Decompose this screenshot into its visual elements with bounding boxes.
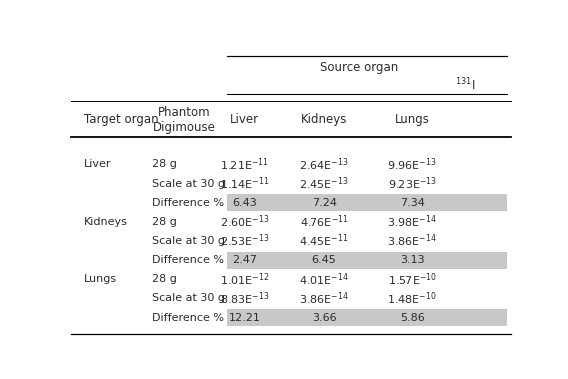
Text: 3.86E$^{-14}$: 3.86E$^{-14}$ <box>387 233 437 249</box>
Text: 1.48E$^{-10}$: 1.48E$^{-10}$ <box>387 290 437 307</box>
Text: 6.43: 6.43 <box>232 198 257 208</box>
Text: Phantom
Digimouse: Phantom Digimouse <box>152 106 215 134</box>
Text: Liver: Liver <box>230 113 260 127</box>
Text: Difference %: Difference % <box>152 255 224 265</box>
Text: Liver: Liver <box>84 160 112 169</box>
Text: Difference %: Difference % <box>152 313 224 323</box>
Bar <box>227 194 507 211</box>
Text: 5.86: 5.86 <box>400 313 424 323</box>
Text: 4.76E$^{-11}$: 4.76E$^{-11}$ <box>300 214 349 230</box>
Text: Lungs: Lungs <box>84 274 118 284</box>
Text: Scale at 30 g: Scale at 30 g <box>152 293 225 304</box>
Text: 1.14E$^{-11}$: 1.14E$^{-11}$ <box>220 175 270 192</box>
Text: 1.01E$^{-12}$: 1.01E$^{-12}$ <box>220 271 270 288</box>
Bar <box>227 309 507 326</box>
Text: 4.01E$^{-14}$: 4.01E$^{-14}$ <box>299 271 349 288</box>
Text: Scale at 30 g: Scale at 30 g <box>152 236 225 246</box>
Text: 12.21: 12.21 <box>229 313 261 323</box>
Text: 28 g: 28 g <box>152 274 177 284</box>
Text: 8.83E$^{-13}$: 8.83E$^{-13}$ <box>220 290 270 307</box>
Text: 1.21E$^{-11}$: 1.21E$^{-11}$ <box>220 156 269 173</box>
Text: Target organ: Target organ <box>84 113 159 127</box>
Text: 2.64E$^{-13}$: 2.64E$^{-13}$ <box>299 156 349 173</box>
Text: 6.45: 6.45 <box>312 255 336 265</box>
Text: 7.34: 7.34 <box>400 198 425 208</box>
Text: 2.53E$^{-13}$: 2.53E$^{-13}$ <box>220 233 270 249</box>
Text: 4.45E$^{-11}$: 4.45E$^{-11}$ <box>299 233 349 249</box>
Text: 28 g: 28 g <box>152 160 177 169</box>
Text: Kidneys: Kidneys <box>301 113 347 127</box>
Text: 28 g: 28 g <box>152 217 177 227</box>
Text: 3.13: 3.13 <box>400 255 424 265</box>
Text: Source organ: Source organ <box>320 61 399 74</box>
Text: 3.86E$^{-14}$: 3.86E$^{-14}$ <box>299 290 349 307</box>
Bar <box>227 252 507 269</box>
Text: 9.23E$^{-13}$: 9.23E$^{-13}$ <box>387 175 437 192</box>
Text: 3.66: 3.66 <box>312 313 336 323</box>
Text: 9.96E$^{-13}$: 9.96E$^{-13}$ <box>387 156 437 173</box>
Text: 1.57E$^{-10}$: 1.57E$^{-10}$ <box>387 271 437 288</box>
Text: 3.98E$^{-14}$: 3.98E$^{-14}$ <box>387 214 437 230</box>
Text: 2.60E$^{-13}$: 2.60E$^{-13}$ <box>220 214 270 230</box>
Text: 2.45E$^{-13}$: 2.45E$^{-13}$ <box>299 175 349 192</box>
Text: 7.24: 7.24 <box>312 198 337 208</box>
Text: 2.47: 2.47 <box>232 255 257 265</box>
Text: Lungs: Lungs <box>395 113 429 127</box>
Text: Difference %: Difference % <box>152 198 224 208</box>
Text: Kidneys: Kidneys <box>84 217 128 227</box>
Text: $^{131}$I: $^{131}$I <box>455 77 475 93</box>
Text: Scale at 30 g: Scale at 30 g <box>152 179 225 189</box>
